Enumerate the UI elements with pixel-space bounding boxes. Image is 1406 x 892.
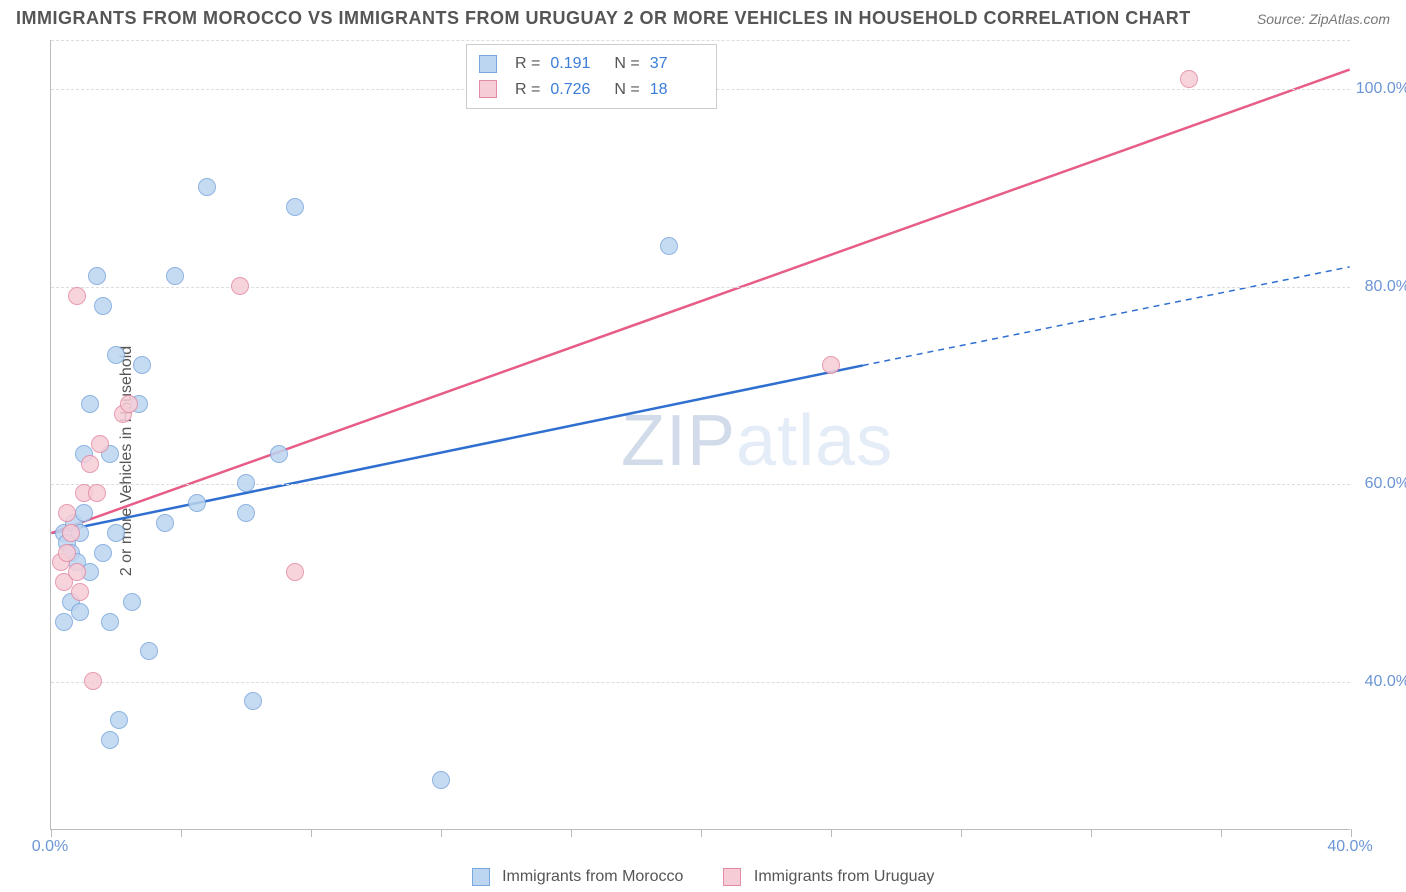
scatter-point	[1180, 70, 1198, 88]
scatter-point	[166, 267, 184, 285]
x-tick	[51, 829, 52, 837]
chart-container: 2 or more Vehicles in Household ZIPatlas…	[0, 30, 1406, 892]
x-tick	[181, 829, 182, 837]
scatter-point	[140, 642, 158, 660]
scatter-point	[101, 731, 119, 749]
scatter-point	[270, 445, 288, 463]
x-tick	[961, 829, 962, 837]
legend-label-morocco: Immigrants from Morocco	[502, 868, 683, 885]
scatter-point	[123, 593, 141, 611]
y-tick-label: 40.0%	[1365, 673, 1406, 691]
scatter-point	[101, 613, 119, 631]
scatter-point	[75, 504, 93, 522]
x-tick	[1091, 829, 1092, 837]
scatter-point	[88, 484, 106, 502]
scatter-point	[822, 356, 840, 374]
scatter-point	[71, 603, 89, 621]
x-tick	[441, 829, 442, 837]
scatter-point	[198, 178, 216, 196]
legend-swatch	[479, 55, 497, 73]
scatter-point	[286, 563, 304, 581]
gridline	[51, 40, 1350, 41]
trend-line	[51, 365, 862, 533]
x-tick	[831, 829, 832, 837]
legend-item-morocco: Immigrants from Morocco	[472, 868, 684, 886]
x-tick	[1221, 829, 1222, 837]
scatter-point	[237, 504, 255, 522]
y-tick-label: 80.0%	[1365, 278, 1406, 296]
scatter-point	[88, 267, 106, 285]
trend-lines-layer	[51, 40, 1350, 829]
x-tick	[571, 829, 572, 837]
scatter-point	[133, 356, 151, 374]
y-tick-label: 100.0%	[1356, 80, 1406, 98]
scatter-point	[81, 455, 99, 473]
source-label: Source: ZipAtlas.com	[1257, 11, 1390, 27]
trend-line-extension	[863, 267, 1350, 366]
scatter-point	[58, 544, 76, 562]
r-value: 0.191	[550, 51, 604, 77]
x-tick	[701, 829, 702, 837]
scatter-point	[188, 494, 206, 512]
n-value: 37	[650, 51, 704, 77]
scatter-point	[660, 237, 678, 255]
scatter-point	[432, 771, 450, 789]
scatter-point	[62, 524, 80, 542]
n-value: 18	[650, 77, 704, 103]
scatter-point	[107, 346, 125, 364]
scatter-point	[110, 711, 128, 729]
scatter-point	[91, 435, 109, 453]
r-value: 0.726	[550, 77, 604, 103]
x-axis-legend: Immigrants from Morocco Immigrants from …	[0, 868, 1406, 886]
scatter-point	[237, 474, 255, 492]
x-tick	[1351, 829, 1352, 837]
correlation-row: R =0.726N =18	[479, 77, 704, 103]
scatter-point	[58, 504, 76, 522]
scatter-point	[68, 287, 86, 305]
scatter-point	[68, 563, 86, 581]
gridline	[51, 682, 1350, 683]
scatter-point	[156, 514, 174, 532]
scatter-point	[94, 544, 112, 562]
scatter-point	[286, 198, 304, 216]
legend-swatch-morocco	[472, 868, 490, 886]
chart-title: IMMIGRANTS FROM MOROCCO VS IMMIGRANTS FR…	[16, 8, 1191, 29]
scatter-point	[71, 583, 89, 601]
scatter-point	[231, 277, 249, 295]
legend-item-uruguay: Immigrants from Uruguay	[723, 868, 934, 886]
x-tick-label: 0.0%	[32, 838, 68, 856]
watermark: ZIPatlas	[621, 400, 893, 482]
correlation-row: R =0.191N =37	[479, 51, 704, 77]
x-tick	[311, 829, 312, 837]
title-bar: IMMIGRANTS FROM MOROCCO VS IMMIGRANTS FR…	[0, 0, 1406, 33]
scatter-point	[84, 672, 102, 690]
y-tick-label: 60.0%	[1365, 475, 1406, 493]
x-tick-label: 40.0%	[1327, 838, 1372, 856]
scatter-point	[244, 692, 262, 710]
scatter-point	[81, 395, 99, 413]
legend-swatch	[479, 80, 497, 98]
legend-label-uruguay: Immigrants from Uruguay	[754, 868, 935, 885]
scatter-point	[55, 613, 73, 631]
correlation-legend: R =0.191N =37R =0.726N =18	[466, 44, 717, 109]
legend-swatch-uruguay	[723, 868, 741, 886]
scatter-point	[107, 524, 125, 542]
scatter-point	[94, 297, 112, 315]
scatter-point	[120, 395, 138, 413]
trend-line	[51, 70, 1349, 534]
plot-area: ZIPatlas 40.0%60.0%80.0%100.0%	[50, 40, 1350, 830]
